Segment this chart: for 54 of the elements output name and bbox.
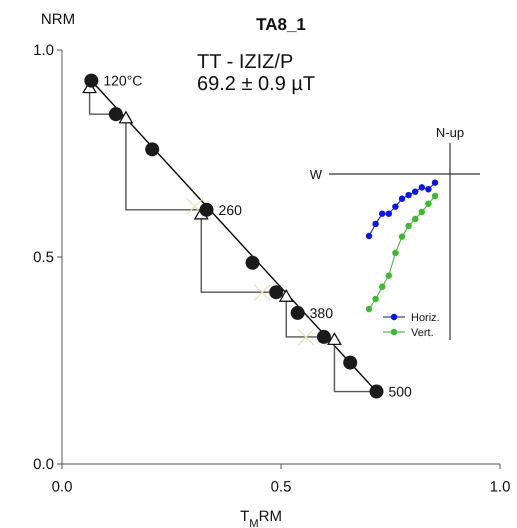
- y-tick-label: 0.5: [33, 248, 54, 266]
- point: [425, 186, 432, 192]
- annotation: 380: [310, 304, 334, 321]
- point: [297, 328, 315, 346]
- x-tick-label: 1.0: [490, 478, 510, 496]
- y-tick-label: 1.0: [33, 42, 54, 59]
- point: [369, 384, 384, 399]
- point: [398, 233, 406, 240]
- point: [200, 202, 214, 217]
- point: [84, 74, 98, 88]
- point: [269, 285, 284, 300]
- point: [379, 210, 386, 217]
- legend-label: Horiz.: [411, 312, 440, 324]
- chart-title: TA8_1: [256, 15, 306, 34]
- point: [432, 179, 438, 186]
- point: [290, 306, 305, 320]
- annotation: 500: [388, 384, 412, 400]
- annotation: 69.2 ± 0.9 µT: [197, 73, 316, 95]
- annotation: N-up: [436, 125, 464, 140]
- point: [372, 220, 379, 228]
- annotation: 260: [218, 202, 242, 218]
- point: [108, 107, 123, 122]
- x-axis-title: T$_{M}$RM: [240, 508, 282, 528]
- legend-label: Vert.: [411, 327, 434, 339]
- point: [246, 256, 260, 270]
- point: [254, 284, 271, 302]
- point: [432, 192, 438, 200]
- point: [145, 142, 160, 156]
- annotation: W: [310, 167, 323, 182]
- point: [386, 272, 392, 279]
- y-axis-title: NRM: [40, 11, 76, 28]
- point: [343, 356, 358, 370]
- x-tick-label: 0.5: [270, 478, 292, 496]
- point: [405, 222, 412, 230]
- point: [386, 210, 392, 217]
- annotation: TT - IZIZ/P: [197, 51, 294, 73]
- point: [392, 203, 399, 210]
- point: [366, 232, 372, 240]
- y-tick-label: 0.0: [33, 456, 54, 473]
- point: [412, 188, 418, 195]
- point: [425, 200, 432, 207]
- point: [316, 330, 331, 344]
- annotation: 120°C: [103, 72, 142, 89]
- point: [412, 216, 418, 222]
- point: [366, 306, 372, 312]
- point: [405, 192, 412, 198]
- x-tick-label: 0.0: [52, 478, 72, 496]
- point: [418, 184, 425, 191]
- point: [379, 284, 386, 290]
- point: [398, 196, 406, 202]
- point: [418, 208, 425, 216]
- point: [392, 250, 399, 256]
- point: [186, 198, 204, 216]
- point: [372, 296, 379, 302]
